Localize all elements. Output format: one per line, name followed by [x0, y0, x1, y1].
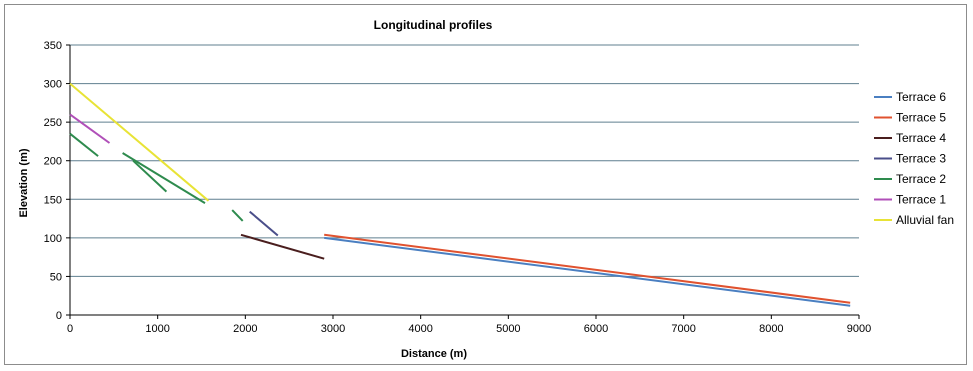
legend: Terrace 6 Terrace 5 Terrace 4 Terrace 3 Terr…: [874, 90, 954, 227]
y-tick-label: 50: [50, 271, 62, 283]
legend-label-alluvial-fan: Alluvial fan: [896, 213, 954, 227]
x-tick-label: 8000: [759, 323, 783, 335]
series-terrace-2-segment-4: [231, 209, 244, 222]
series-terrace-4-segment-1: [240, 233, 325, 260]
legend-label-terrace-5: Terrace 5: [896, 111, 946, 125]
legend-label-terrace-2: Terrace 2: [896, 172, 946, 186]
y-tick-label: 250: [44, 117, 62, 129]
x-tick-label: 0: [67, 323, 73, 335]
legend-label-terrace-4: Terrace 4: [896, 131, 946, 145]
y-tick-label: 0: [56, 310, 62, 322]
x-tick-label: 5000: [496, 323, 520, 335]
series-terrace-2-segment-1: [69, 132, 99, 157]
legend-label-terrace-3: Terrace 3: [896, 152, 946, 166]
y-axis-title: Elevation (m): [18, 148, 30, 217]
legend-label-terrace-6: Terrace 6: [896, 90, 946, 104]
y-tick-label: 150: [44, 194, 62, 206]
y-tick-label: 350: [44, 40, 62, 52]
x-tick-label: 9000: [847, 323, 871, 335]
x-axis-title: Distance (m): [401, 348, 467, 360]
series-terrace-2-segment-2: [122, 152, 206, 204]
gridlines: [70, 44, 859, 277]
longitudinal-profiles-chart: Longitudinal profiles Elevation (m) Dist…: [18, 18, 954, 360]
x-tick-label: 3000: [321, 323, 345, 335]
x-tick-label: 6000: [584, 323, 608, 335]
series-lines: [69, 82, 851, 307]
chart-frame: Longitudinal profiles Elevation (m) Dist…: [4, 4, 967, 365]
series-terrace-2-segment-3: [132, 159, 168, 193]
x-tick-label: 1000: [145, 323, 169, 335]
chart-title: Longitudinal profiles: [374, 18, 493, 32]
legend-label-terrace-1: Terrace 1: [896, 193, 946, 207]
series-terrace-6-segment-1: [324, 236, 851, 307]
axes: 0 50 100 150 200 250 300 350 0 1000 2000 3000 4000 50…: [44, 40, 872, 335]
y-tick-label: 100: [44, 233, 62, 245]
series-alluvial-fan-segment-1: [69, 82, 210, 202]
series-terrace-1-segment-1: [69, 113, 111, 144]
y-tick-label: 300: [44, 79, 62, 91]
y-tick-label: 200: [44, 156, 62, 168]
x-tick-label: 2000: [233, 323, 257, 335]
series-terrace-3-segment-1: [249, 210, 279, 237]
x-tick-label: 7000: [671, 323, 695, 335]
series-terrace-5-segment-1: [324, 233, 851, 304]
x-tick-label: 4000: [408, 323, 432, 335]
